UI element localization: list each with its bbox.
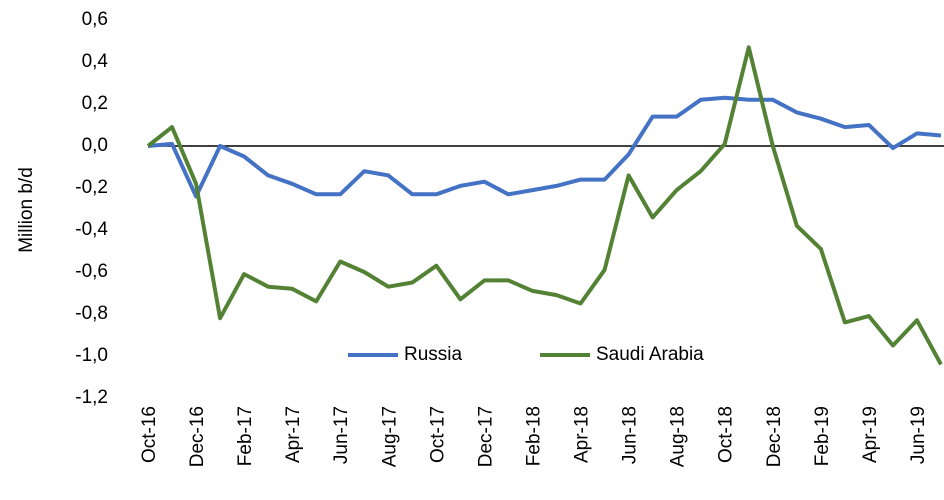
x-tick-label: Aug-18	[668, 406, 689, 467]
line-series	[147, 95, 942, 199]
x-tick-label: Dec-16	[187, 406, 208, 467]
x-tick-label: Dec-17	[475, 406, 496, 467]
y-tick-label: 0,2	[82, 93, 108, 114]
x-tick-label: Apr-19	[860, 406, 881, 463]
x-tick-label: Apr-17	[283, 406, 304, 463]
y-tick-label: -0,4	[75, 219, 108, 240]
x-tick-label: Oct-18	[716, 406, 737, 463]
y-tick-label: -0,2	[75, 177, 108, 198]
y-tick-label: 0,6	[82, 9, 108, 30]
y-tick-label: 0,4	[82, 51, 109, 72]
y-tick-label: -0,6	[75, 261, 108, 282]
x-tick-label: Oct-17	[427, 406, 448, 463]
x-tick-label: Jun-18	[620, 406, 641, 464]
x-tick-label: Oct-16	[139, 406, 160, 463]
line-series	[146, 45, 943, 366]
x-tick-label: Jun-17	[331, 406, 352, 464]
y-tick-label: -0,8	[75, 303, 108, 324]
x-tick-label: Dec-18	[764, 406, 785, 467]
x-tick-label: Feb-17	[235, 406, 256, 466]
legend-label: Russia	[404, 344, 463, 365]
legend-label: Saudi Arabia	[596, 344, 704, 365]
x-tick-label: Feb-19	[812, 406, 833, 466]
y-tick-label: -1,2	[75, 387, 108, 408]
x-tick-label: Jun-19	[908, 406, 929, 464]
x-tick-label: Aug-17	[379, 406, 400, 467]
y-tick-label: -1,0	[75, 345, 108, 366]
x-tick-label: Apr-18	[572, 406, 593, 463]
y-tick-label: 0,0	[82, 135, 108, 156]
x-tick-label: Feb-18	[523, 406, 544, 466]
y-axis-label: Million b/d	[16, 167, 37, 253]
